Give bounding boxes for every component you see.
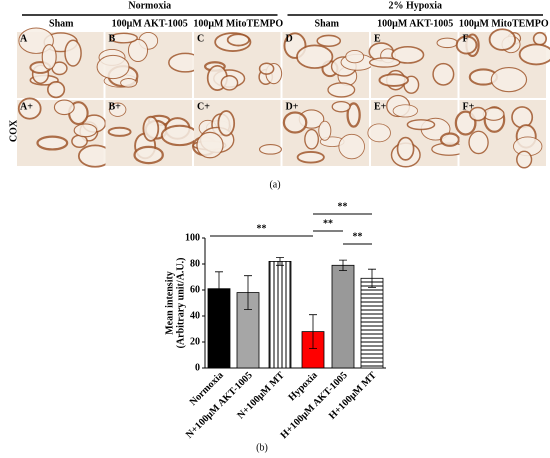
tissue bbox=[304, 128, 320, 150]
tissue bbox=[518, 43, 550, 66]
column-label: 100μM MitoTEMPO bbox=[193, 18, 283, 29]
tissue bbox=[469, 106, 487, 122]
y-tick-label: 20 bbox=[190, 336, 200, 347]
tissue bbox=[468, 130, 489, 155]
tissue bbox=[327, 82, 356, 98]
tissue bbox=[109, 32, 138, 44]
tissue bbox=[316, 34, 342, 48]
panel-letter: D+ bbox=[286, 101, 299, 112]
group-label: Normoxia bbox=[128, 0, 171, 11]
tissue bbox=[488, 28, 517, 51]
caption: (b) bbox=[256, 442, 268, 453]
error-bar bbox=[309, 314, 317, 349]
error-bar bbox=[244, 275, 252, 310]
error-bar bbox=[368, 268, 376, 288]
panel-letter: C+ bbox=[197, 101, 210, 112]
tissue bbox=[345, 49, 365, 64]
tissue bbox=[436, 37, 459, 49]
panel-letter: C bbox=[197, 33, 204, 44]
tissue bbox=[296, 44, 334, 69]
tissue bbox=[391, 45, 425, 64]
panel-letter: B+ bbox=[109, 101, 122, 112]
tissue bbox=[127, 38, 149, 63]
panel-letter: E+ bbox=[374, 101, 387, 112]
tissue bbox=[396, 136, 415, 161]
panel-letter: E bbox=[374, 33, 381, 44]
error-bar bbox=[276, 257, 284, 266]
group-label: 2% Hypoxia bbox=[388, 0, 442, 11]
column-label: 100μM AKT-1005 bbox=[112, 18, 188, 29]
tissue bbox=[338, 133, 365, 160]
y-tick-label: 40 bbox=[190, 310, 200, 321]
tissue bbox=[53, 99, 75, 116]
tissue bbox=[64, 39, 82, 67]
tissue bbox=[96, 54, 130, 80]
significance-label: ** bbox=[338, 201, 348, 212]
tissue bbox=[331, 100, 351, 113]
y-tick-label: 0 bbox=[195, 362, 200, 373]
tissue bbox=[432, 62, 455, 86]
tissue bbox=[532, 31, 547, 46]
tissue bbox=[120, 78, 138, 88]
tissue bbox=[378, 73, 410, 87]
row-label: COX bbox=[8, 119, 19, 142]
tissue bbox=[258, 144, 282, 155]
tissue bbox=[226, 33, 250, 47]
panel-letter: F+ bbox=[463, 101, 475, 112]
column-label: Sham bbox=[315, 18, 340, 29]
tissue bbox=[17, 97, 42, 120]
panel-letter: A+ bbox=[20, 101, 33, 112]
tissue bbox=[392, 104, 418, 118]
column-label: Sham bbox=[49, 18, 74, 29]
tissue bbox=[109, 102, 127, 117]
y-axis-label: (Arbitrary unit/A.U.) bbox=[175, 258, 186, 349]
tissue bbox=[196, 131, 224, 159]
column-label: 100μM MitoTEMPO bbox=[459, 18, 549, 29]
tissue bbox=[439, 132, 460, 147]
y-axis-label: Mean intensity bbox=[164, 271, 175, 335]
tissue bbox=[455, 35, 478, 55]
y-tick-label: 60 bbox=[190, 284, 200, 295]
tissue bbox=[258, 62, 275, 75]
tissue bbox=[41, 43, 57, 70]
tissue bbox=[107, 126, 132, 137]
tissue bbox=[368, 57, 401, 68]
tissue bbox=[318, 120, 332, 141]
error-bar bbox=[215, 271, 223, 306]
tissue bbox=[346, 102, 361, 128]
tissue bbox=[47, 81, 66, 99]
panel-letter: D bbox=[286, 33, 293, 44]
significance-label: ** bbox=[353, 231, 363, 242]
significance-label: ** bbox=[257, 223, 267, 234]
tissue bbox=[220, 75, 239, 91]
tissue bbox=[217, 110, 236, 137]
tissue bbox=[296, 151, 325, 164]
tissue bbox=[490, 67, 528, 93]
tissue bbox=[142, 115, 160, 142]
tissue bbox=[282, 111, 308, 134]
tissue bbox=[367, 123, 391, 143]
caption: (a) bbox=[269, 179, 280, 190]
tissue bbox=[160, 124, 199, 147]
tissue bbox=[133, 145, 164, 165]
tissue bbox=[516, 150, 533, 169]
y-tick-label: 80 bbox=[190, 258, 200, 269]
significance-label: ** bbox=[323, 218, 333, 229]
column-label: 100μM AKT-1005 bbox=[377, 18, 453, 29]
tissue bbox=[511, 106, 534, 129]
panel-letter: A bbox=[20, 33, 28, 44]
panel-letter: F bbox=[463, 33, 469, 44]
panel-letter: B bbox=[109, 33, 116, 44]
tissue bbox=[73, 123, 98, 138]
tissue bbox=[406, 119, 436, 131]
bar bbox=[331, 264, 355, 369]
bar bbox=[268, 260, 292, 369]
tissue bbox=[36, 135, 69, 151]
bar bbox=[360, 277, 384, 369]
y-tick-label: 100 bbox=[185, 232, 200, 243]
error-bar bbox=[339, 259, 347, 271]
